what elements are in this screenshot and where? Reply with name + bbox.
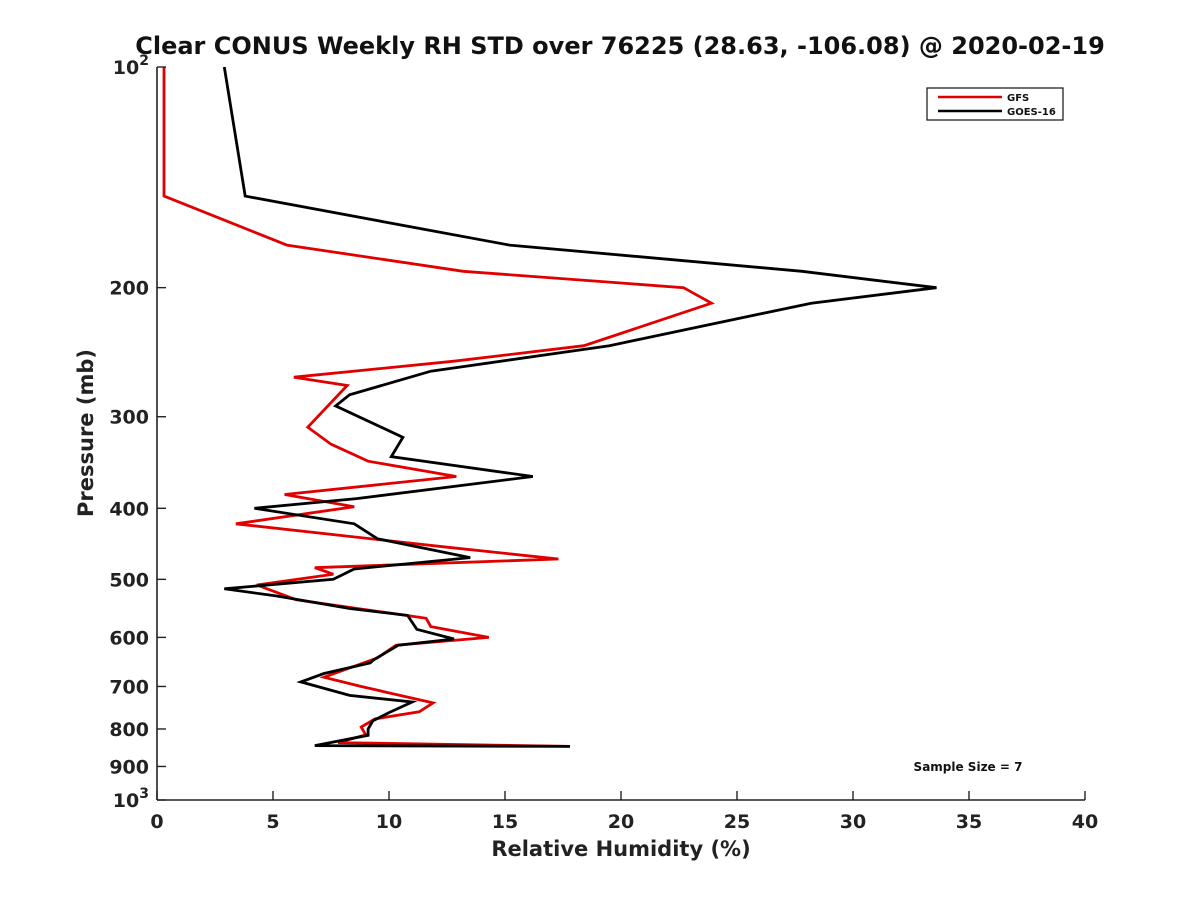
series-line-goes-16 bbox=[222, 66, 937, 748]
y-axis-label: Pressure (mb) bbox=[74, 349, 98, 517]
x-tick-label: 30 bbox=[840, 811, 866, 833]
y-tick-label: 400 bbox=[109, 498, 149, 520]
plot-area bbox=[157, 67, 1085, 800]
x-tick-label: 0 bbox=[150, 811, 163, 833]
legend-label-goes16: GOES-16 bbox=[1007, 107, 1056, 118]
y-tick-label: 900 bbox=[109, 756, 149, 778]
series-line-gfs bbox=[162, 67, 715, 748]
y-tick-label: 500 bbox=[109, 569, 149, 591]
x-axis-label: Relative Humidity (%) bbox=[491, 837, 750, 861]
y-tick-label: 300 bbox=[109, 407, 149, 429]
x-tick-label: 10 bbox=[376, 811, 402, 833]
y-tick-label: 800 bbox=[109, 719, 149, 741]
y-tick-label: 102 bbox=[113, 53, 149, 79]
sample-size-annotation: Sample Size = 7 bbox=[914, 760, 1023, 774]
x-tick-label: 15 bbox=[492, 811, 518, 833]
legend: GFS GOES-16 bbox=[926, 87, 1064, 121]
x-tick-label: 40 bbox=[1072, 811, 1098, 833]
legend-label-gfs: GFS bbox=[1007, 93, 1029, 104]
series-layer bbox=[162, 66, 937, 748]
x-tick-label: 20 bbox=[608, 811, 634, 833]
x-axis-ticks: 0 5 10 15 20 25 30 35 40 bbox=[150, 791, 1098, 833]
chart-title: Clear CONUS Weekly RH STD over 76225 (28… bbox=[135, 32, 1105, 60]
x-tick-label: 25 bbox=[724, 811, 750, 833]
y-tick-label: 700 bbox=[109, 676, 149, 698]
legend-box bbox=[926, 87, 1064, 121]
x-tick-label: 35 bbox=[956, 811, 982, 833]
x-tick-label: 5 bbox=[266, 811, 279, 833]
y-tick-label: 200 bbox=[109, 278, 149, 300]
y-axis-ticks: 102 200 300 400 500 600 700 800 900 103 bbox=[109, 53, 166, 812]
y-tick-label: 103 bbox=[113, 786, 149, 812]
y-tick-label: 600 bbox=[109, 627, 149, 649]
